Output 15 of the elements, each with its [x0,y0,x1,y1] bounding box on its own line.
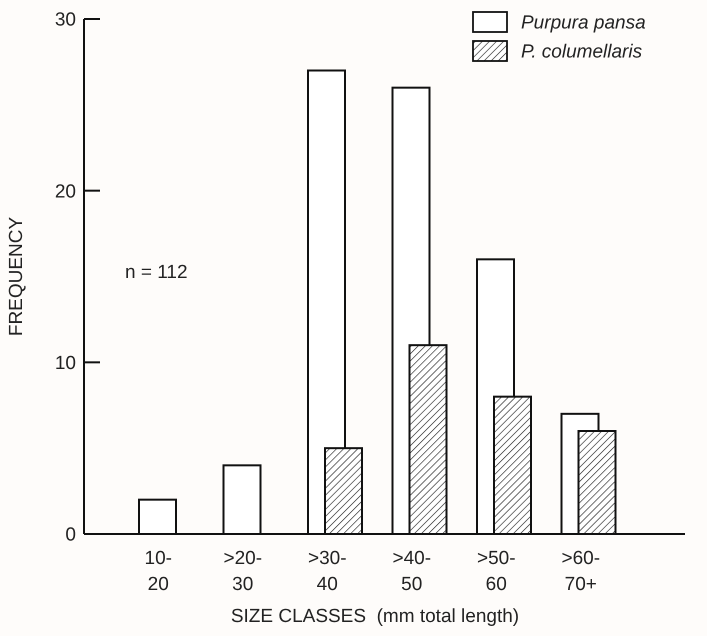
y-axis-title: FREQUENCY [6,216,27,336]
x-tick-label: >50- 60 [476,548,516,595]
x-tick-label: 10- 20 [144,548,172,595]
y-tick-label: 10 [54,352,76,374]
x-tick-label: >40- 50 [392,548,432,595]
annotation: n = 112 [125,262,188,283]
legend-label: Purpura pansa [521,12,646,34]
x-tick-label: >20- 30 [223,548,262,595]
x-axis-title: SIZE CLASSES (mm total length) [230,606,520,627]
legend-label: P. columellaris [521,42,643,63]
y-tick-label: 30 [54,10,76,31]
y-tick-label: 0 [65,524,76,546]
y-tick-label: 20 [54,181,76,202]
x-tick-label: >30- 40 [308,548,347,595]
x-tick-label: >60- 70+ [561,548,600,595]
